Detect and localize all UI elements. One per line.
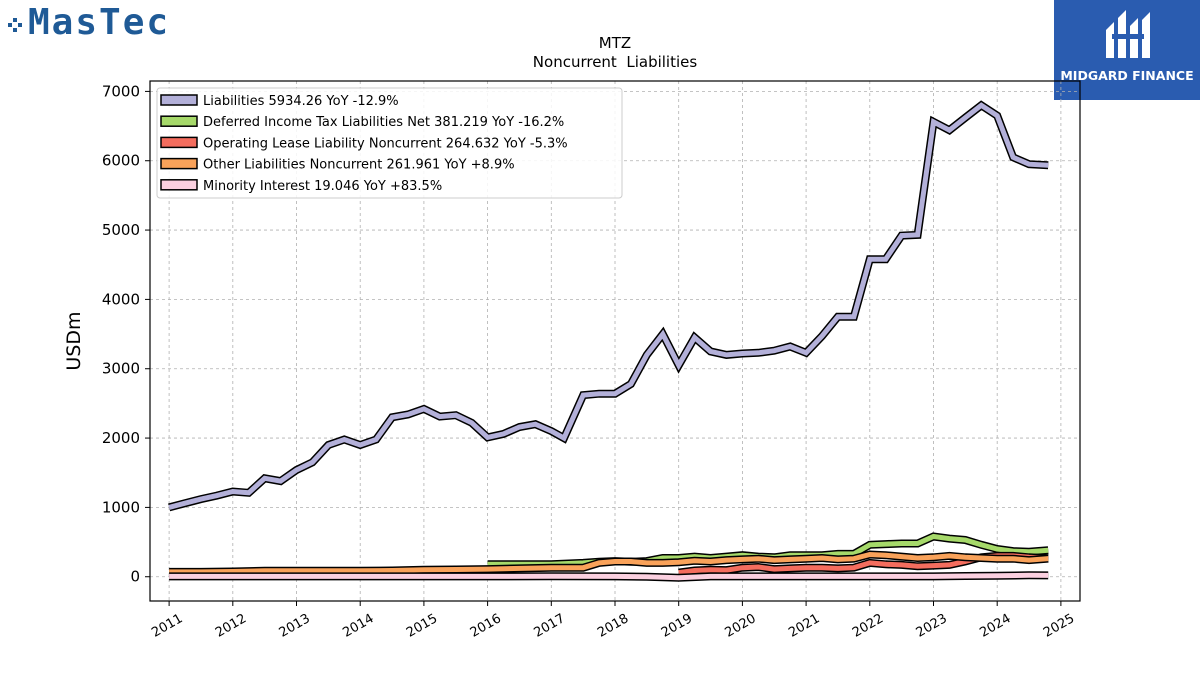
chart-subtitle: Noncurrent Liabilities [533, 53, 698, 71]
series-layer [168, 100, 1049, 582]
x-tick-label: 2020 [723, 611, 759, 641]
legend-swatch [160, 115, 198, 127]
mastec-logo: MasTec [6, 2, 186, 44]
y-tick-label: 2000 [102, 429, 140, 447]
x-tick-label: 2013 [277, 611, 313, 641]
x-tick-label: 2025 [1041, 611, 1077, 641]
legend: Liabilities 5934.26 YoY -12.9% Deferred I… [156, 87, 623, 199]
chart-title: MTZ [599, 34, 631, 52]
y-tick-label: 3000 [102, 360, 140, 378]
legend-label: Other Liabilities Noncurrent 261.961 YoY… [203, 158, 515, 173]
x-tick-label: 2015 [404, 611, 440, 641]
y-tick-label: 4000 [102, 290, 140, 308]
y-axis-label: USDm [63, 311, 85, 370]
x-tick-label: 2022 [850, 611, 886, 641]
series-line-minority-interest [169, 572, 1049, 581]
x-tick-label: 2014 [340, 611, 376, 641]
y-tick-label: 5000 [102, 221, 140, 239]
y-axis: 0 1000 2000 3000 4000 5000 6000 7000 [102, 82, 150, 586]
series-line-other-liabilities-noncurrent [169, 551, 1049, 575]
x-tick-label: 2011 [149, 611, 185, 641]
y-tick-label: 1000 [102, 498, 140, 516]
logo-dots-icon [8, 18, 22, 32]
x-tick-label: 2024 [977, 611, 1013, 641]
x-tick-label: 2021 [786, 611, 822, 641]
x-tick-label: 2017 [531, 611, 567, 641]
legend-swatch [160, 94, 198, 106]
legend-swatch [160, 136, 198, 149]
legend-label: Operating Lease Liability Noncurrent 264… [203, 136, 568, 151]
x-tick-label: 2016 [468, 611, 504, 641]
legend-label: Deferred Income Tax Liabilities Net 381.… [203, 115, 564, 130]
midgard-finance-logo: MIDGARD FINANCE [1054, 0, 1200, 100]
mastec-logo-text: MasTec [28, 2, 171, 43]
series-line-liabilities [168, 102, 1049, 510]
x-tick-label: 2018 [595, 611, 631, 641]
legend-swatch [160, 157, 198, 170]
legend-label: Minority Interest 19.046 YoY +83.5% [203, 179, 442, 194]
x-tick-label: 2023 [914, 611, 950, 641]
legend-swatch [160, 179, 198, 191]
midgard-logo-text: MIDGARD FINANCE [1060, 68, 1194, 83]
legend-box [156, 87, 623, 199]
x-tick-label: 2019 [659, 611, 695, 641]
midgard-emblem-icon [1106, 10, 1150, 58]
y-tick-label: 6000 [102, 152, 140, 170]
legend-label: Liabilities 5934.26 YoY -12.9% [203, 94, 399, 109]
y-tick-label: 7000 [102, 82, 140, 100]
y-tick-label: 0 [130, 568, 140, 586]
x-axis: 2011 2012 2013 2014 2015 2016 2017 2018 2019 2020… [149, 601, 1077, 641]
x-tick-label: 2012 [213, 611, 249, 641]
